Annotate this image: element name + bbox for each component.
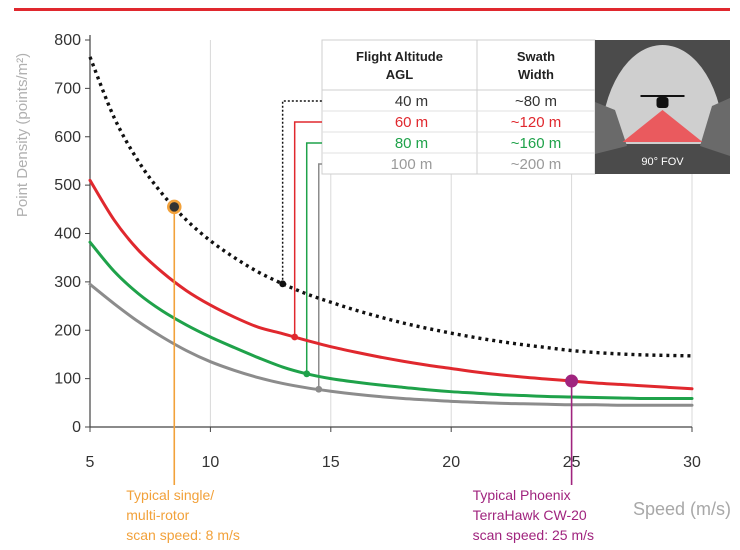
series-line-60m (88, 178, 694, 391)
table-altitude-2: 80 m (395, 135, 428, 152)
y-tick-label-0: 0 (72, 419, 81, 436)
fov-terrain-right (700, 98, 730, 156)
fov-cone (622, 110, 703, 142)
altitude-swath-table: Flight Altitude AGL Swath Width 40 m ~80 m 60 … (321, 39, 730, 175)
fov-label: 90° FOV (641, 156, 684, 168)
top-rule (14, 8, 730, 11)
marker-100m (315, 385, 323, 393)
table-header-1-line1: Swath (517, 49, 555, 64)
table-swath-3: ~200 m (511, 156, 561, 173)
table-altitude-3: 100 m (391, 156, 433, 173)
annotation-text-single-2: scan speed: 8 m/s (126, 527, 240, 543)
y-axis-label: Point Density (points/m²) (14, 53, 31, 217)
annotation-text-phoenix-0: Typical Phoenix (473, 487, 571, 503)
y-tick-label-100: 100 (54, 371, 81, 388)
y-tick-label-300: 300 (54, 274, 81, 291)
helicopter-icon (656, 97, 669, 108)
x-tick-label-15: 15 (322, 454, 340, 471)
y-tick-label-500: 500 (54, 177, 81, 194)
fov-dome (601, 45, 724, 145)
annotation-layer: Typical single/multi-rotor scan speed: 8 … (126, 199, 594, 543)
y-tick-label-200: 200 (54, 322, 81, 339)
leader-40m (281, 100, 322, 284)
series-line-40m (88, 56, 693, 358)
marker-40m (279, 280, 287, 288)
x-tick-label-20: 20 (442, 454, 460, 471)
marker-60m (291, 333, 299, 341)
fov-terrain-left (595, 102, 627, 154)
table-header-1-line2: Width (518, 67, 554, 82)
series-line-100m (88, 282, 694, 407)
y-tick-label-600: 600 (54, 129, 81, 146)
marker-80m (303, 370, 311, 378)
fov-illustration: 90° FOV (595, 40, 730, 174)
y-tick-label-800: 800 (54, 32, 81, 49)
annotation-point-single (167, 199, 182, 215)
table-swath-2: ~160 m (511, 135, 561, 152)
table-altitude-0: 40 m (395, 93, 428, 110)
annotation-text-single-1: multi-rotor (126, 507, 189, 523)
table-header-0-line2: AGL (386, 67, 414, 82)
leader-60m (293, 121, 322, 338)
x-tick-label-10: 10 (202, 454, 220, 471)
annotation-text-phoenix-1: TerraHawk CW-20 (473, 507, 587, 523)
y-tick-label-400: 400 (54, 226, 81, 243)
table-frame (321, 39, 596, 175)
table-swath-1: ~120 m (511, 114, 561, 131)
annotation-point-phoenix (565, 374, 579, 388)
leader-lines (281, 100, 322, 390)
series-layer (88, 56, 694, 407)
leader-100m (318, 163, 322, 390)
annotation-text-phoenix-2: scan speed: 25 m/s (473, 527, 594, 543)
x-tick-label-30: 30 (683, 454, 701, 471)
x-axis-label: Speed (m/s) (633, 499, 731, 519)
annotation-text-single-0: Typical single/ (126, 487, 214, 503)
leader-80m (305, 142, 322, 374)
table-swath-0: ~80 m (515, 93, 557, 110)
table-header-0-line1: Flight Altitude (356, 49, 443, 64)
y-tick-label-700: 700 (54, 80, 81, 97)
table-altitude-1: 60 m (395, 114, 428, 131)
series-line-80m (88, 240, 694, 400)
x-tick-label-5: 5 (86, 454, 95, 471)
